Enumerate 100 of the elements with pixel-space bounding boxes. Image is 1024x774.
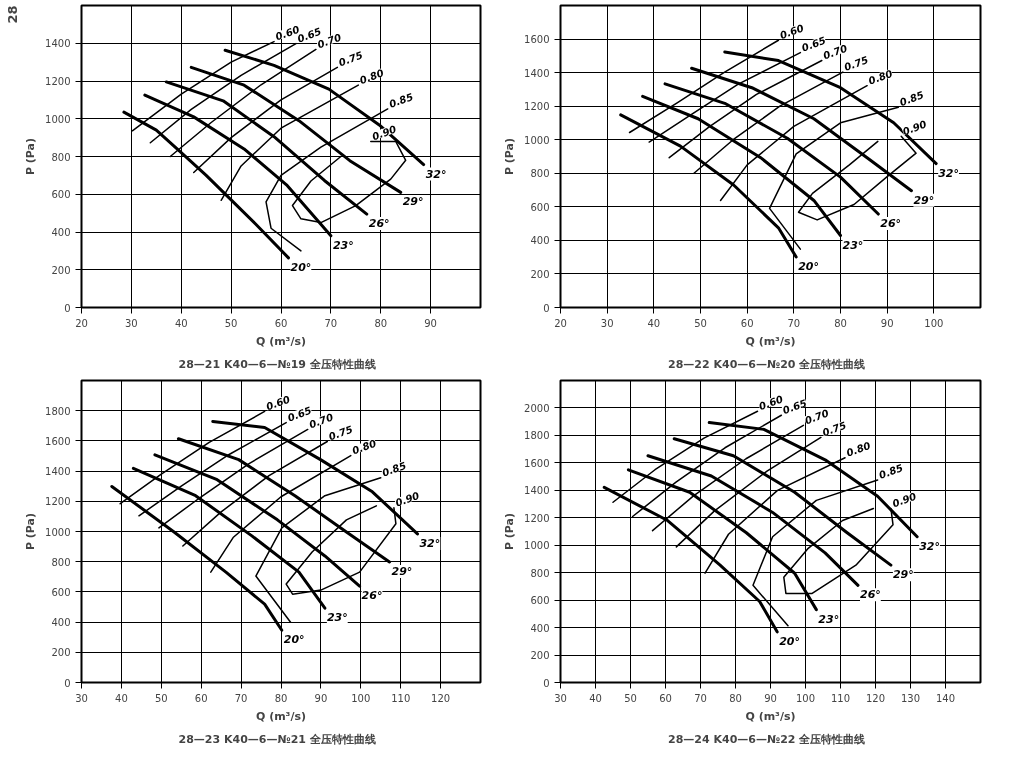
y-tick-label: 1600 <box>524 34 550 46</box>
y-tick-label: 800 <box>530 567 550 579</box>
y-tick-label: 400 <box>51 617 71 629</box>
series-label: 26° <box>368 217 390 231</box>
x-tick-label: 70 <box>787 317 801 329</box>
text: 0.65 <box>781 397 809 417</box>
x-tick-label: 50 <box>694 317 707 329</box>
series-label: 29° <box>391 565 413 578</box>
x-axis-title: Q (m³/s) <box>745 709 796 723</box>
x-tick-label: 90 <box>880 317 894 329</box>
x-tick-label: 90 <box>764 692 777 704</box>
series-label: 29° <box>892 568 914 582</box>
y-tick-label: 200 <box>51 264 71 276</box>
y-tick-label: 800 <box>51 556 71 568</box>
x-tick-label: 80 <box>274 692 288 704</box>
x-tick-label: 90 <box>424 317 437 329</box>
text: 0.90 <box>901 118 929 138</box>
y-tick-label: 400 <box>51 227 71 238</box>
text: 0.80 <box>867 67 894 87</box>
x-tick-label: 80 <box>729 692 742 704</box>
y-tick-label: 1400 <box>45 38 71 50</box>
y-tick-label: 1400 <box>524 485 550 497</box>
y-tick-label: 600 <box>51 586 71 598</box>
series-label: 32° <box>419 536 441 550</box>
y-tick-label: 1200 <box>524 512 550 524</box>
y-axis-title: P (Pa) <box>503 512 517 551</box>
text: 0.85 <box>380 459 408 479</box>
series-label: 23° <box>818 612 840 626</box>
text: 28—24 K40—6—№22 全压特性曲线 <box>668 732 866 746</box>
series-label: 32° <box>938 166 959 180</box>
text: 0.80 <box>844 439 872 459</box>
y-tick-label: 1000 <box>45 113 71 125</box>
text: 28—23 K40—6—№21 全压特性曲线 <box>178 732 376 746</box>
series-label: 23° <box>326 611 348 625</box>
x-tick-label: 40 <box>115 692 128 704</box>
y-tick-label: 1200 <box>524 101 550 113</box>
series-label: 20° <box>283 633 305 647</box>
text: 0.80 <box>358 67 386 87</box>
y-axis-title: P (Pa) <box>503 137 517 176</box>
series-label: 26° <box>361 589 383 603</box>
text: 0.85 <box>387 91 415 110</box>
x-tick-label: 60 <box>274 317 288 329</box>
x-tick-label: 100 <box>795 692 816 704</box>
series-label: 32° <box>919 539 940 553</box>
text: 0.90 <box>393 489 421 509</box>
text: 0.75 <box>337 49 365 69</box>
x-tick-label: 40 <box>647 317 661 329</box>
y-tick-label: 1200 <box>45 76 71 87</box>
y-tick-label: 1600 <box>524 457 550 469</box>
y-tick-label: 800 <box>51 151 71 163</box>
text: 0.90 <box>890 490 918 510</box>
y-tick-label: 600 <box>530 595 550 607</box>
x-tick-label: 100 <box>924 317 944 329</box>
series-label: 20° <box>779 634 800 648</box>
y-tick-label: 1000 <box>524 540 550 552</box>
y-tick-label: 0 <box>64 302 71 314</box>
text: 0.85 <box>898 89 926 109</box>
series-label: 20° <box>290 260 312 274</box>
y-tick-label: 600 <box>530 201 550 213</box>
x-tick-label: 100 <box>351 692 371 704</box>
text: 0.60 <box>778 22 806 42</box>
x-tick-label: 70 <box>234 692 248 704</box>
y-axis-title: P (Pa) <box>24 512 38 551</box>
x-tick-label: 20 <box>554 317 567 329</box>
y-tick-label: 1400 <box>524 67 550 79</box>
x-tick-label: 80 <box>834 317 847 329</box>
y-tick-label: 200 <box>51 647 71 659</box>
x-tick-label: 120 <box>431 692 451 704</box>
text: 28 <box>4 5 20 24</box>
x-tick-label: 80 <box>374 317 388 329</box>
x-tick-label: 60 <box>659 692 672 704</box>
x-tick-label: 110 <box>391 692 411 704</box>
text: 0.90 <box>370 123 398 143</box>
text: 0.80 <box>350 437 378 457</box>
x-tick-label: 60 <box>740 317 754 329</box>
y-axis-title: P (Pa) <box>24 137 38 176</box>
y-tick-label: 800 <box>530 168 550 180</box>
text: 28—21 K40—6—№19 全压特性曲线 <box>178 357 376 371</box>
y-tick-label: 400 <box>530 235 550 247</box>
text: 0.85 <box>877 462 905 481</box>
x-axis-title: Q (m³/s) <box>745 334 796 348</box>
x-tick-label: 90 <box>314 692 328 704</box>
y-tick-label: 200 <box>530 268 550 280</box>
y-tick-label: 400 <box>530 622 550 634</box>
x-tick-label: 110 <box>830 692 851 704</box>
y-tick-label: 0 <box>64 677 71 689</box>
x-tick-label: 140 <box>935 692 956 704</box>
y-tick-label: 1400 <box>45 466 71 478</box>
x-tick-label: 30 <box>75 692 88 704</box>
x-tick-label: 70 <box>694 692 707 704</box>
series-label: 23° <box>842 238 864 252</box>
x-tick-label: 120 <box>865 692 886 704</box>
series-label: 32° <box>425 167 447 181</box>
y-tick-label: 1000 <box>45 526 71 538</box>
x-tick-label: 40 <box>174 317 188 329</box>
y-tick-label: 600 <box>51 189 71 201</box>
x-tick-label: 60 <box>194 692 208 704</box>
text: 0.60 <box>264 393 292 413</box>
y-tick-label: 1000 <box>524 134 550 146</box>
series-label: 26° <box>880 217 902 231</box>
